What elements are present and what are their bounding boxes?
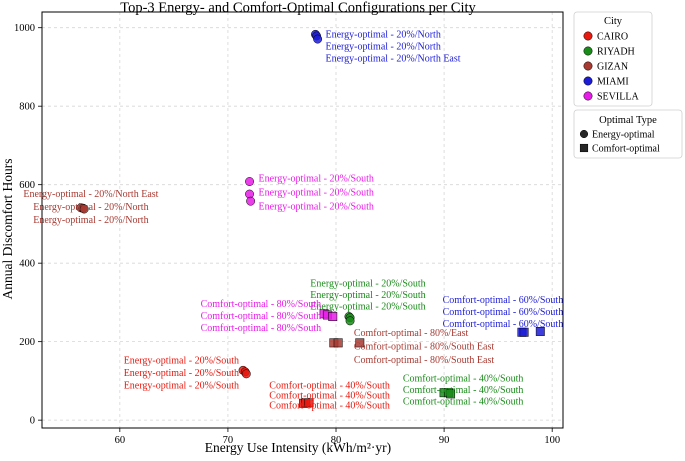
legend-city-label: CAIRO: [597, 32, 628, 43]
data-label: Energy-optimal - 20%/South: [124, 380, 239, 391]
data-point: [333, 338, 343, 348]
data-point: [79, 204, 89, 214]
y-tick-label: 1000: [14, 23, 35, 34]
data-label: Comfort-optimal - 40%/South: [269, 380, 390, 391]
label-layer: Energy-optimal - 20%/SouthEnergy-optimal…: [23, 29, 563, 411]
data-label: Comfort-optimal - 80%/South: [201, 311, 322, 322]
data-point: [313, 34, 323, 44]
data-point: [446, 389, 456, 399]
x-tick-label: 70: [223, 435, 234, 446]
y-tick-label: 400: [19, 259, 35, 270]
chart-title: Top-3 Energy- and Comfort-Optimal Config…: [120, 0, 476, 16]
data-label: Energy-optimal - 20%/North: [325, 41, 440, 52]
data-label: Comfort-optimal - 40%/South: [403, 385, 524, 396]
data-label: Comfort-optimal - 80%/South: [201, 323, 322, 334]
data-label: Energy-optimal - 20%/North: [33, 215, 148, 226]
x-tick-label: 90: [439, 435, 450, 446]
data-label: Energy-optimal - 20%/South: [259, 188, 374, 199]
x-tick-label: 80: [331, 435, 342, 446]
data-label: Energy-optimal - 20%/South: [124, 368, 239, 379]
data-label: Energy-optimal - 20%/North: [33, 202, 148, 213]
type-legend-title: Optimal Type: [599, 115, 657, 126]
legend-type-marker: [579, 129, 589, 139]
type-legend-box: [573, 109, 683, 159]
data-label: Energy-optimal - 20%/South: [259, 174, 374, 185]
city-legend-title: City: [604, 16, 623, 27]
data-label: Energy-optimal - 20%/South: [124, 355, 239, 366]
y-tick-label: 0: [30, 416, 35, 427]
legend-type-marker: [579, 143, 589, 153]
data-point: [345, 316, 355, 326]
legend-city-label: GIZAN: [597, 62, 628, 73]
data-point: [519, 327, 529, 337]
marker-layer: [76, 29, 545, 408]
data-label: Comfort-optimal - 40%/South: [269, 400, 390, 411]
data-point: [355, 338, 365, 348]
data-label: Energy-optimal - 20%/South: [259, 202, 374, 213]
data-label: Comfort-optimal - 40%/South: [403, 397, 524, 408]
data-label: Comfort-optimal - 80%/East: [354, 328, 469, 339]
data-label: Comfort-optimal - 60%/South: [443, 295, 564, 306]
data-point: [535, 327, 545, 336]
x-axis-label: Energy Use Intensity (kWh/m²·yr): [205, 440, 391, 455]
y-tick-label: 800: [19, 102, 35, 113]
data-label: Comfort-optimal - 80%/South: [201, 299, 322, 310]
legend-city-label: RIYADH: [597, 47, 635, 58]
legend-city-marker: [583, 46, 593, 56]
data-label: Comfort-optimal - 80%/South East: [354, 355, 494, 366]
legend-city-marker: [583, 61, 593, 71]
legend-city-marker: [583, 31, 593, 41]
data-label: Comfort-optimal - 60%/South: [443, 319, 564, 330]
x-tick-label: 60: [115, 435, 126, 446]
y-tick-label: 600: [19, 180, 35, 191]
data-label: Comfort-optimal - 40%/South: [403, 374, 524, 385]
data-label: Energy-optimal - 20%/South: [310, 279, 425, 290]
legend-type-label: Comfort-optimal: [592, 144, 660, 155]
legend-city-label: MIAMI: [597, 77, 629, 88]
grid-layer: [42, 12, 563, 428]
legend-city-marker: [583, 76, 593, 86]
data-label: Energy-optimal - 20%/South: [310, 302, 425, 313]
data-label: Energy-optimal - 20%/North: [325, 29, 440, 40]
legend-city-marker: [583, 91, 593, 101]
data-label: Comfort-optimal - 40%/South: [269, 390, 390, 401]
plot-frame: [41, 11, 564, 429]
y-axis-label: Annual Discomfort Hours: [0, 159, 15, 300]
data-point: [304, 398, 314, 408]
data-point: [241, 369, 251, 379]
y-tick-label: 200: [19, 337, 35, 348]
data-point: [246, 196, 256, 206]
legend-city-label: SEVILLA: [597, 92, 639, 103]
data-label: Energy-optimal - 20%/North East: [325, 53, 460, 64]
data-label: Energy-optimal - 20%/South: [310, 290, 425, 301]
legend-type-label: Energy-optimal: [592, 130, 655, 141]
data-label: Energy-optimal - 20%/North East: [23, 189, 158, 200]
data-point: [328, 312, 338, 321]
data-label: Comfort-optimal - 80%/South East: [354, 341, 494, 352]
data-point: [245, 177, 254, 186]
legend-layer: City CAIRO RIYADH GIZAN MIAMI SEVILLA Optimal …: [573, 11, 683, 159]
data-label: Comfort-optimal - 60%/South: [443, 307, 564, 318]
x-tick-label: 100: [544, 435, 560, 446]
city-legend-box: [573, 11, 653, 107]
